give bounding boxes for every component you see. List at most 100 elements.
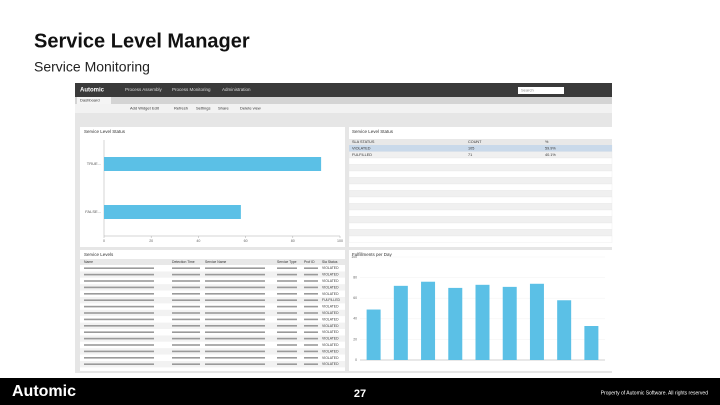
panel-title: Fulfillments per Day [352,252,393,257]
bar [529,283,544,360]
bar [502,286,517,360]
cell: VIOLATED [322,337,339,341]
cell-text [84,344,154,346]
cell-text [277,337,297,340]
cell-text [277,363,297,365]
cell-text [84,350,154,353]
nav-item[interactable]: Process Assembly [125,87,163,92]
nav-item[interactable]: Process Monitoring [172,87,211,92]
cell-text [205,357,265,359]
cell-text [205,293,265,295]
cell-text [277,318,297,321]
cell-text [304,337,318,340]
cell-text [304,318,318,321]
cell: VIOLATED [322,266,339,270]
toolbar-item[interactable]: Share [218,106,229,111]
cell-text [84,286,154,289]
cell: VIOLATED [322,324,339,328]
table-row [348,216,613,224]
nav-item[interactable]: Administration [222,87,251,92]
cell-text [172,350,200,353]
search-box[interactable] [518,87,564,94]
cell-text [205,331,265,333]
cell: VIOLATED [322,349,339,353]
table-header [80,259,345,265]
cell-text [277,305,297,308]
toolbar-item[interactable]: Refresh [174,106,188,111]
cell-text [304,293,318,295]
toolbar-item[interactable]: Add Widget [130,106,152,111]
panel-title: Service Level Status [352,129,394,134]
cell: VIOLATED [322,305,339,309]
cell-text [304,267,318,269]
column-header: Sla Status [322,260,338,264]
cell-text [304,357,318,359]
cell-text [84,293,154,295]
cell-text [172,305,200,308]
cell-text [277,344,297,346]
cell-text [304,363,318,365]
cell-text [84,273,154,276]
cell-text [277,357,297,359]
cell-text [205,325,265,327]
cell: VIOLATED [352,147,371,151]
cell-text [205,286,265,289]
cell-text [172,337,200,340]
tab [77,97,111,104]
table-row [348,183,613,191]
cell: VIOLATED [322,356,339,360]
cell: VIOLATED [322,311,339,315]
cell-text [84,331,154,333]
cell-text [304,305,318,308]
cell-text [172,363,200,365]
cell-text [205,267,265,269]
page-number: 27 [354,388,366,400]
cell-text [172,312,200,314]
cell-text [84,318,154,321]
cell-text [172,293,200,295]
cell-text [304,299,318,301]
cell-text [84,305,154,308]
cell-text [172,318,200,321]
cell: VIOLATED [322,362,339,366]
column-header: COUNT [468,140,482,144]
cell-text [84,325,154,327]
table-row [348,157,613,165]
tab-strip [75,97,612,104]
cell-text [84,312,154,314]
bar [366,309,381,360]
table-row [348,209,613,217]
column-header: SLA STATUS [352,140,375,144]
cell-text [205,318,265,321]
cell-text [277,299,297,301]
cell-text [277,280,297,282]
copyright: Property of Automic Software. All rights… [601,390,708,396]
cell-text [304,312,318,314]
cell: VIOLATED [322,330,339,334]
cell: VIOLATED [322,273,339,277]
x-tick-label: 100 [337,239,343,243]
table-row [348,222,613,230]
column-header: Service Name [205,260,226,264]
bar [104,205,241,219]
y-tick-label: 80 [353,275,357,279]
nav-bar [75,83,612,97]
toolbar [75,104,612,113]
cell-text [172,286,200,289]
cell-text [304,350,318,353]
toolbar-item[interactable]: Settings [196,106,210,111]
toolbar-item[interactable]: Edit [152,106,160,111]
cell-text [205,280,265,282]
cell: VIOLATED [322,279,339,283]
panel [80,127,345,247]
bar [448,287,463,360]
toolbar-item[interactable]: Delete view [240,106,261,111]
x-tick-label: 80 [291,239,295,243]
column-header: Service Type [277,260,297,264]
cell-text [277,331,297,333]
cell: 71 [468,153,472,157]
bar [421,281,436,360]
cell: 40.1% [545,153,556,157]
tab-label: Dashboard [80,98,100,103]
